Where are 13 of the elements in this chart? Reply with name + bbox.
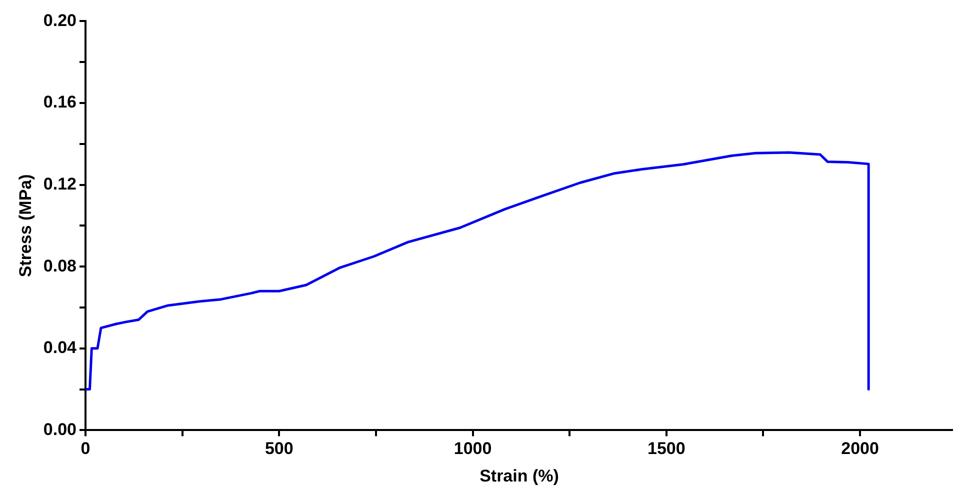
text: 0.00 xyxy=(43,420,76,439)
y-tick-label: 0.20 xyxy=(43,10,76,30)
y-axis-title: Stress (MPa) xyxy=(16,174,35,278)
x-tick-label: 0 xyxy=(80,439,90,458)
x-tick-label: 1500 xyxy=(647,439,686,458)
x-tick-label: 2000 xyxy=(841,439,879,458)
x-tick-label: 500 xyxy=(264,439,294,458)
y-tick-label: 0.12 xyxy=(43,174,76,194)
x-axis-title: Strain (%) xyxy=(480,466,559,486)
x-tick-label: 1000 xyxy=(454,439,492,458)
y-tick-label: 0.04 xyxy=(43,338,78,358)
y-tick-label: 0.08 xyxy=(43,256,76,276)
y-tick-label: 0.16 xyxy=(43,92,76,112)
